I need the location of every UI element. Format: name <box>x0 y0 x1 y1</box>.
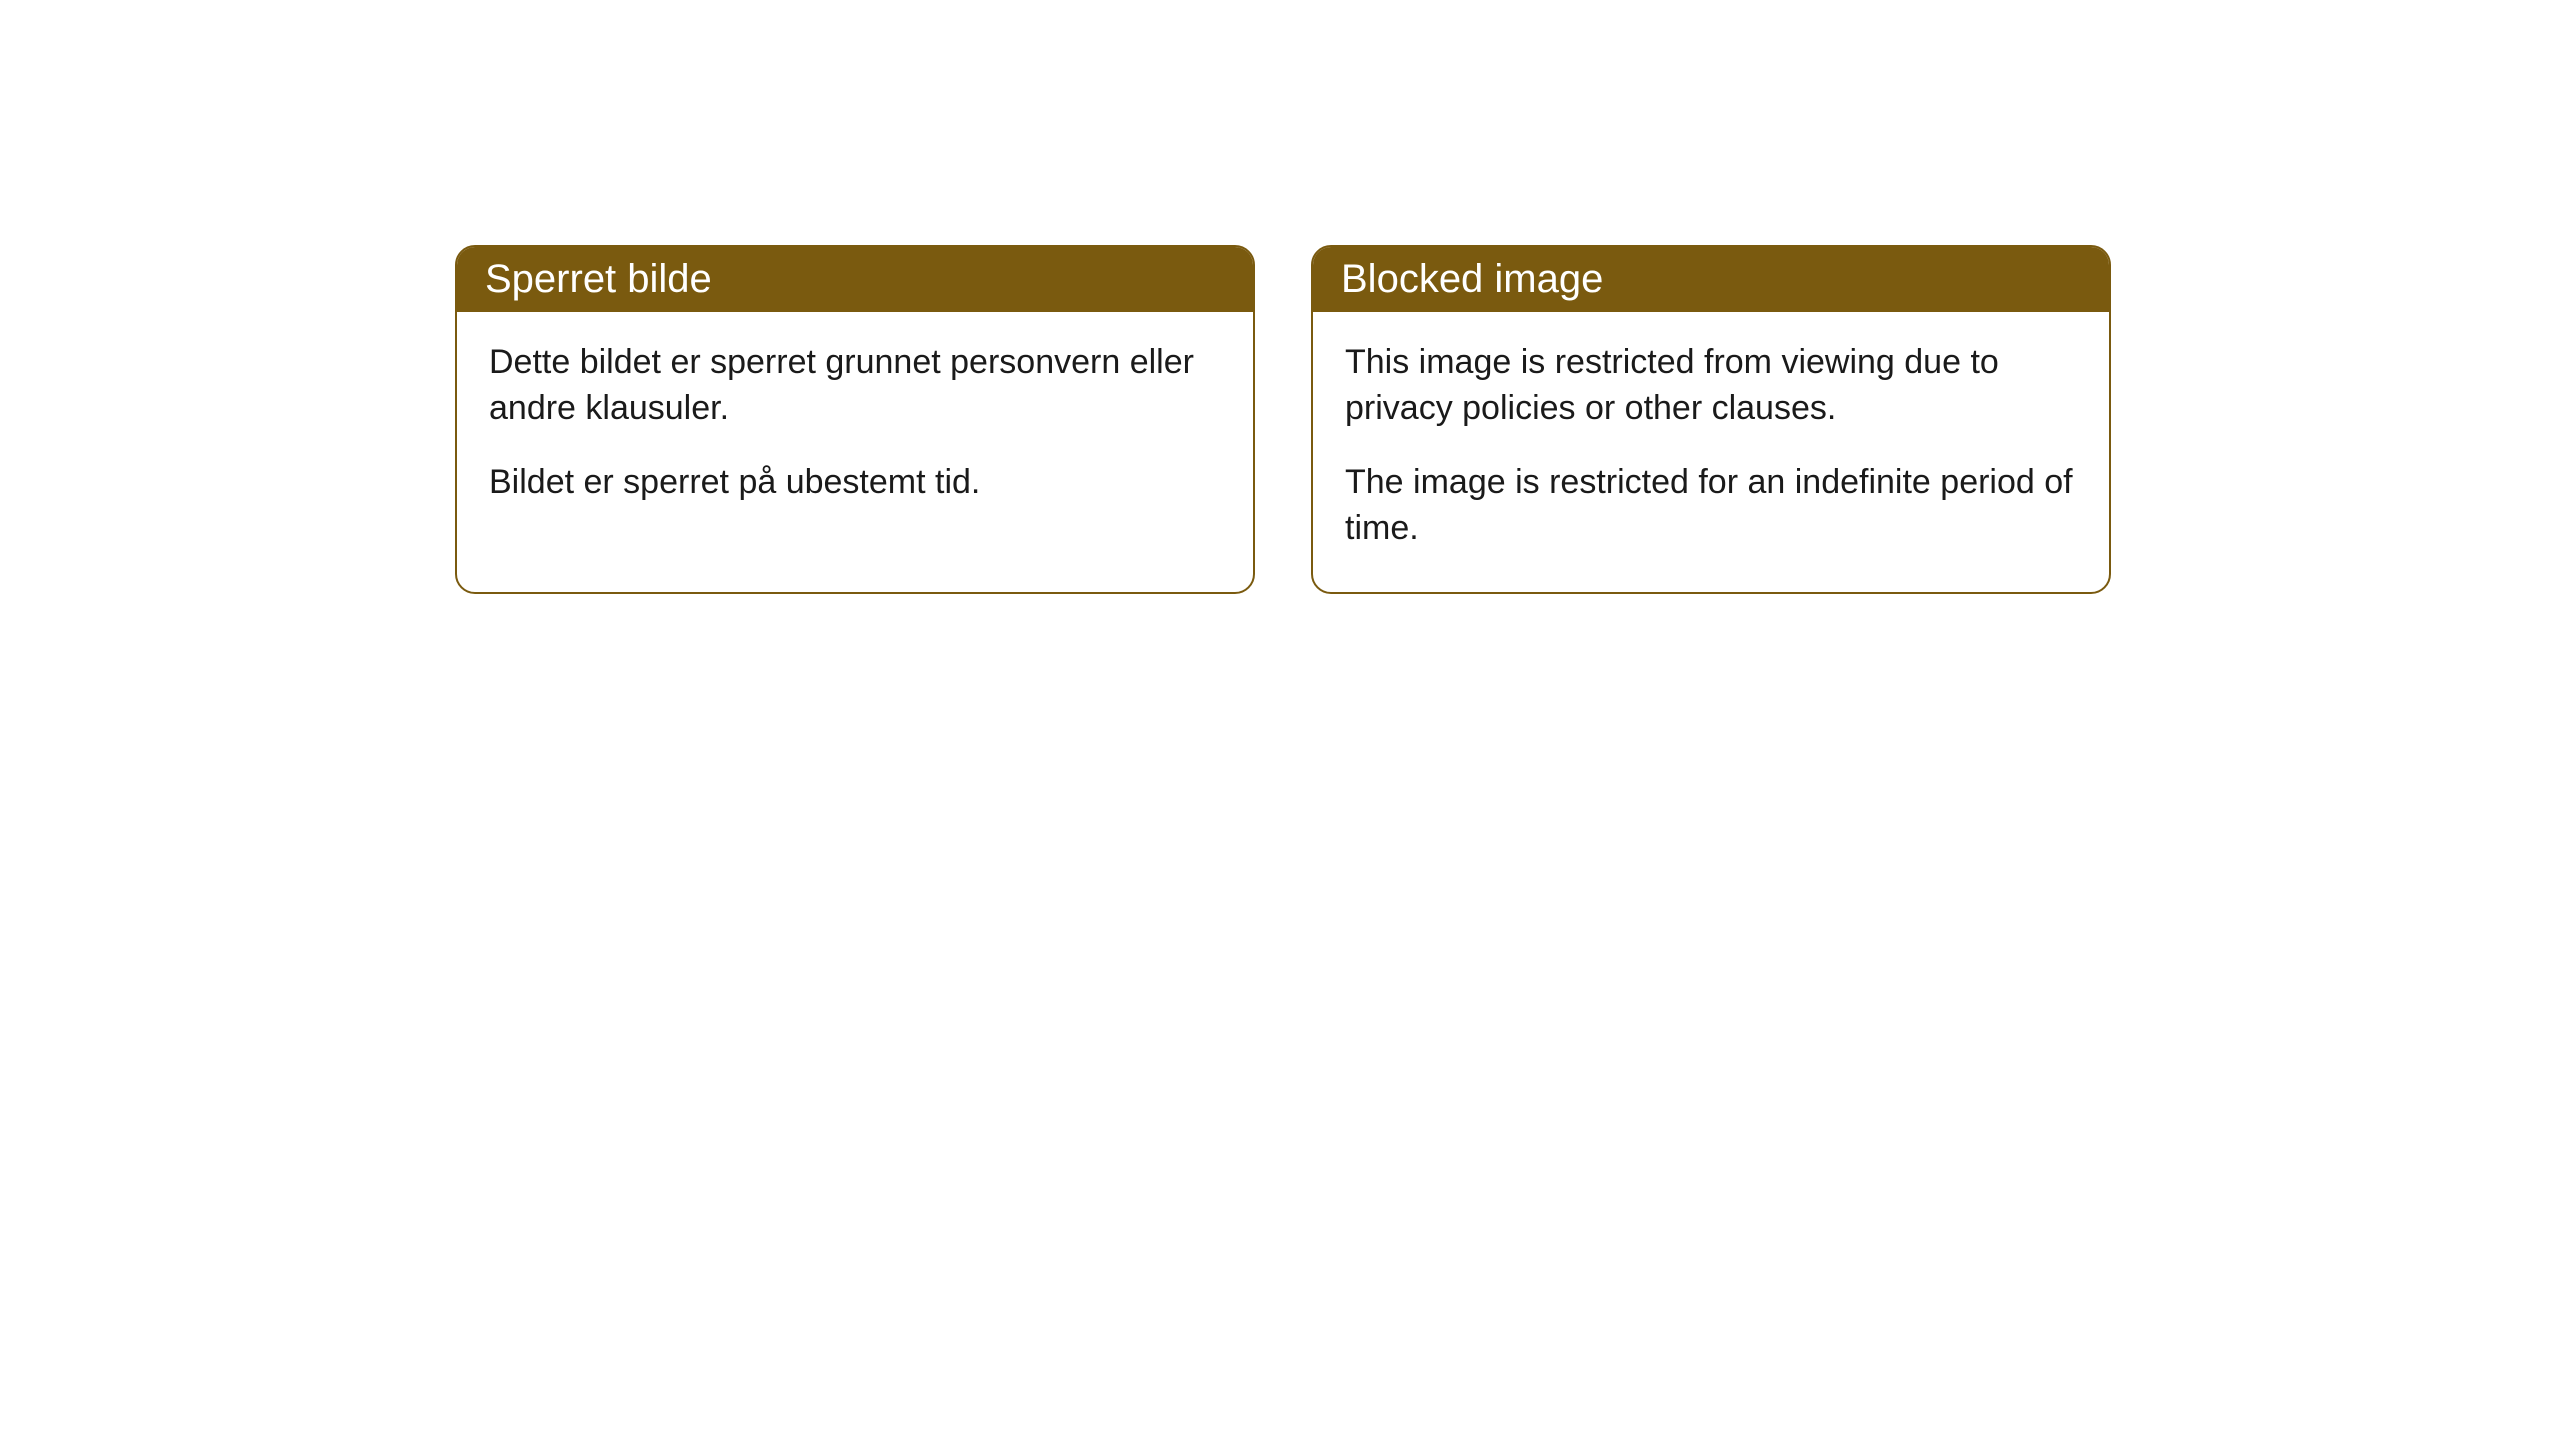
card-paragraph-1-norwegian: Dette bildet er sperret grunnet personve… <box>489 340 1221 432</box>
card-title-english: Blocked image <box>1341 257 1603 301</box>
card-paragraph-1-english: This image is restricted from viewing du… <box>1345 340 2077 432</box>
notice-cards-container: Sperret bilde Dette bildet er sperret gr… <box>455 245 2560 594</box>
card-title-norwegian: Sperret bilde <box>485 257 712 301</box>
card-header-english: Blocked image <box>1313 247 2109 312</box>
notice-card-norwegian: Sperret bilde Dette bildet er sperret gr… <box>455 245 1255 594</box>
notice-card-english: Blocked image This image is restricted f… <box>1311 245 2111 594</box>
card-body-english: This image is restricted from viewing du… <box>1313 312 2109 592</box>
card-paragraph-2-english: The image is restricted for an indefinit… <box>1345 460 2077 552</box>
card-paragraph-2-norwegian: Bildet er sperret på ubestemt tid. <box>489 460 1221 506</box>
card-body-norwegian: Dette bildet er sperret grunnet personve… <box>457 312 1253 546</box>
card-header-norwegian: Sperret bilde <box>457 247 1253 312</box>
